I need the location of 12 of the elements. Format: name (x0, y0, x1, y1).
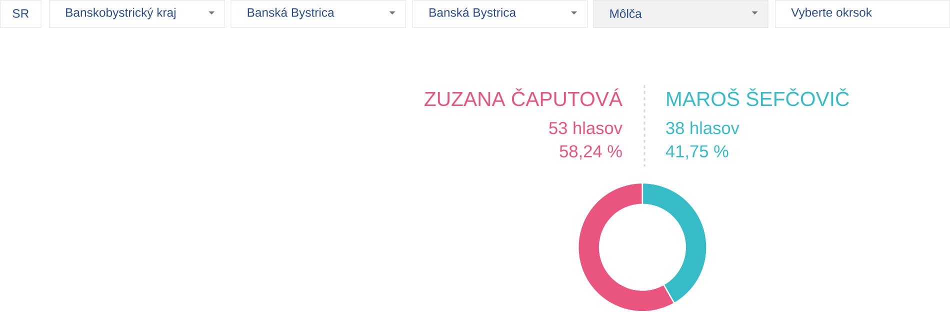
text: SR (12, 9, 29, 18)
slice-label: ZUZANA ČAPUTOVÁ (424, 88, 622, 106)
text: Banskobystrický kraj (66, 8, 176, 20)
text: Banská Bystrica (248, 8, 334, 20)
slice-label: MAROŠ ŠEFČOVIČ (667, 88, 849, 106)
text: 41,75 % (666, 145, 728, 160)
text: Môlča (610, 8, 642, 18)
data-label: 38 hlasov (666, 121, 740, 134)
text: Vyberte okrsok (791, 8, 872, 20)
text: Banská Bystrica (430, 8, 516, 20)
data-label: 53 hlasov (549, 121, 622, 134)
text: 58,24 % (560, 145, 622, 160)
